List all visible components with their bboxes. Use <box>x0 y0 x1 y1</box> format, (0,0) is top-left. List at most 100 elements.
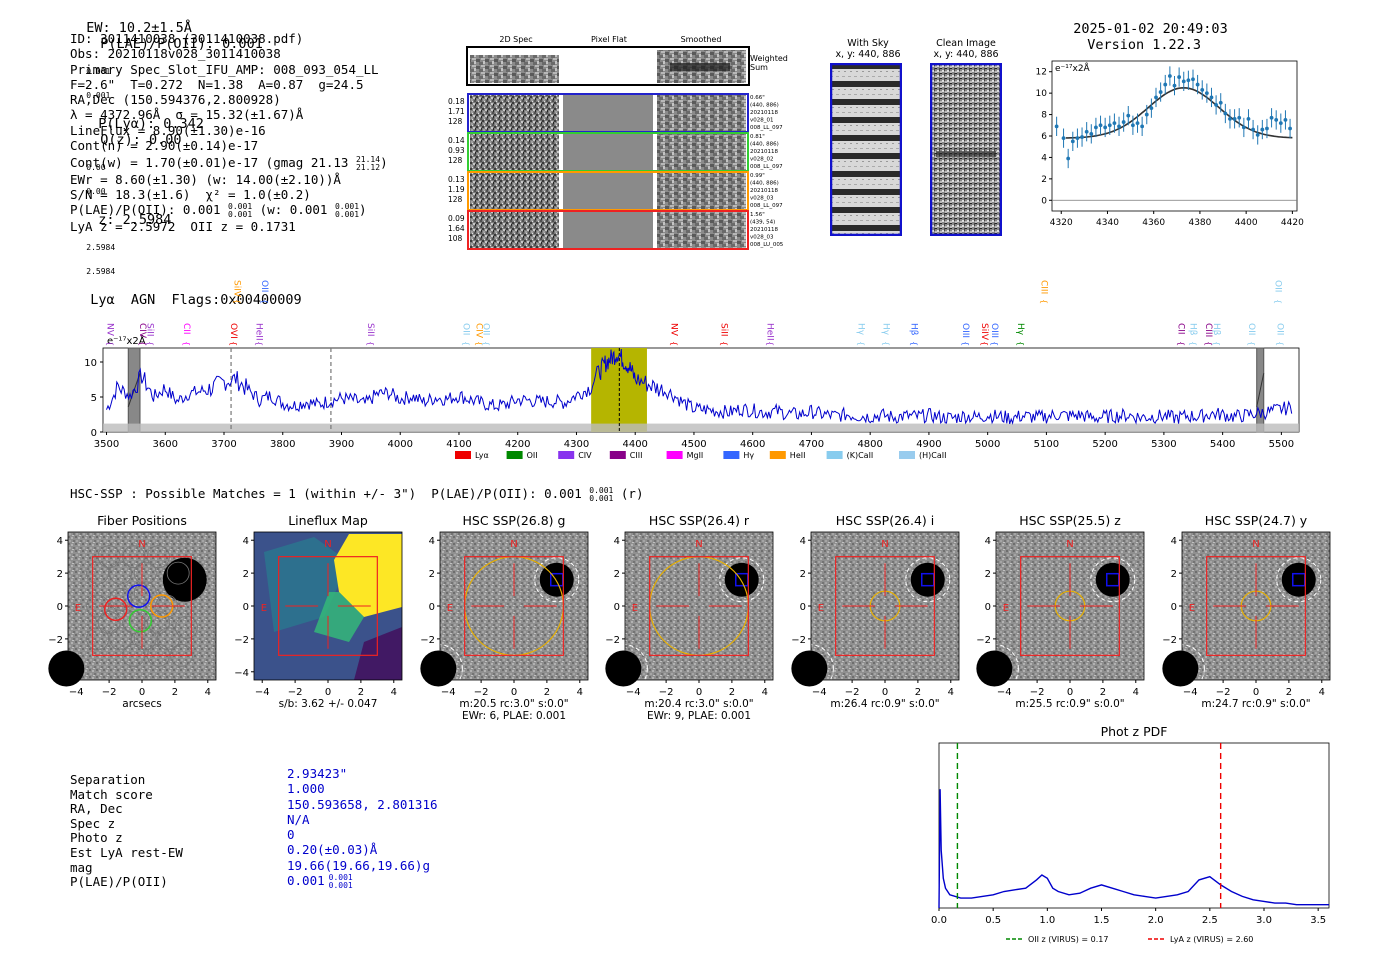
spec-xtick-label-17: 5200 <box>1092 439 1117 450</box>
match-label-5: Est LyA rest-EW <box>70 844 183 860</box>
spec-xtick-label-4: 3900 <box>329 439 354 450</box>
pdf-xtick-label-0: 0.0 <box>931 915 947 926</box>
spec-line-brace-21: { <box>1188 341 1197 346</box>
cutout-col-title-flat: Pixel Flat <box>591 35 627 44</box>
detection-info: ID: 3011410038 (3011410038.pdf) Obs: 202… <box>70 31 388 234</box>
stamp-2: HSC SSP(26.8) g N E −4 −4 −2 −2 0 0 2 2 4 4 m:20.5 rc… <box>413 513 589 722</box>
stamp-aperture-sw-6 <box>1155 643 1205 693</box>
stamp-caption2-3: EWr: 9, PLAE: 0.001 <box>647 710 751 722</box>
spec-line-brace-17: { <box>980 341 989 346</box>
with-sky-image <box>830 63 902 236</box>
spec-line-label-12: HeII <box>764 323 774 341</box>
spec-line-brace-23: { <box>1212 341 1221 346</box>
with-sky-title-block: With Sky x, y: 440, 886 <box>832 38 904 60</box>
stamp-6-xtick-label-0: −4 <box>1183 687 1198 698</box>
stamp-1-xtick-label-1: −2 <box>288 687 303 698</box>
spec-xtick-label-1: 3600 <box>153 439 178 450</box>
match-plae-sub: 0.001 <box>328 880 353 890</box>
stamp-0-xtick-label-3: 2 <box>172 687 178 698</box>
cutout-row-2-right-1: (440, 886) <box>750 181 779 187</box>
stamp-1-xtick-label-2: 0 <box>325 687 331 698</box>
spec-line-brace-6: { <box>366 341 375 346</box>
info-lambda: λ = 4372.96Å σ = 15.32(±1.67)Å <box>70 107 304 123</box>
header-qz-sub: 0.00 <box>86 187 106 196</box>
spec-legend-swatch-8 <box>899 451 915 459</box>
spec-line-brace-12: { <box>765 341 774 346</box>
spec-line-label-20: CII <box>1176 323 1186 335</box>
spec-xtick-label-8: 4300 <box>564 439 589 450</box>
info-params: F=2.6" T=0.272 N=1.38 A=0.87 g=24.5 <box>70 76 364 92</box>
stamp-5-ytick-label-2: 0 <box>985 602 991 613</box>
stamp-3-ytick-label-4: 4 <box>614 536 620 547</box>
fit-point-50 <box>1288 126 1292 131</box>
pdf-title: Phot z PDF <box>1101 724 1168 739</box>
fit-point-7 <box>1089 131 1094 136</box>
spec-masked-hatch-1 <box>1256 373 1265 407</box>
fit-point-49 <box>1283 118 1288 122</box>
match-plae-frac: 0.001 0.001 <box>328 873 353 890</box>
stamp-aperture-sw-4 <box>784 643 834 693</box>
spec-line-label-22: CIII <box>1203 323 1213 337</box>
spec-line-label-1: CIV <box>137 323 147 339</box>
photz-pdf-chart: Phot z PDF 0.0 0.5 1.0 1.5 2.0 2.5 3.0 3.5 OII z … <box>931 724 1330 944</box>
pdf-xtick-label-7: 3.5 <box>1310 915 1326 926</box>
spec-line-brace-4: { <box>229 341 238 346</box>
spec-line-label-24: OII <box>1246 323 1256 335</box>
fit-point-48 <box>1278 121 1283 126</box>
fit-point-6 <box>1084 129 1089 134</box>
fit-point-37 <box>1228 116 1232 121</box>
stamp-4: HSC SSP(26.4) i N E −4 −4 −2 −2 0 0 2 2 4 4 m:26.4 rc… <box>784 513 960 710</box>
spec-legend-swatch-3 <box>609 451 626 459</box>
fit-point-36 <box>1223 111 1228 116</box>
spec-line-brace-10: { <box>670 341 679 346</box>
stamp-caption-5: m:25.5 rc:0.9" s:0.0" <box>1015 698 1124 710</box>
stamp-1: Lineflux Map N E −4 −4 −2 −2 0 0 2 2 4 4 s/b: 3.62 +/… <box>234 513 403 710</box>
fit-xtick-label-1: 4340 <box>1096 218 1119 228</box>
stamp-1-ytick-label-4: 4 <box>243 536 249 547</box>
stamp-north-5: N <box>1066 539 1073 550</box>
header-plya: P(Lyα): 0.342 <box>98 116 204 132</box>
spec-line-label-19: Hγ <box>1015 323 1025 336</box>
cutout-row-3-right-3: v028_03 <box>750 235 774 241</box>
fit-point-43 <box>1255 133 1260 137</box>
spec-legend-label-1: OII <box>527 451 538 460</box>
stamp-3-ytick-label-3: 2 <box>614 569 620 580</box>
fit-point-21 <box>1154 95 1158 100</box>
stamp-0-xtick-label-4: 4 <box>205 687 211 698</box>
lineflux-map-blob-green <box>314 592 364 642</box>
stamp-title-5: HSC SSP(25.5) z <box>1019 513 1121 528</box>
spec-line-label-18: OIII <box>989 323 999 338</box>
fit-point-28 <box>1186 78 1191 83</box>
stamp-north-6: N <box>1252 539 1259 550</box>
info-lineflux: LineFlux = 8.90(±1.30)e-16 <box>70 122 266 138</box>
line-fit-chart: 4320 4340 4360 4380 4400 4420 0 2 4 6 8 10 12 e⁻¹⁷x2Å <box>1036 60 1304 228</box>
stamp-east-1: E <box>261 603 267 614</box>
spec-line-brace-19: { <box>1016 341 1025 346</box>
stamp-6-xtick-label-3: 2 <box>1286 687 1292 698</box>
cutout-row-1-right-1: (440, 886) <box>750 142 779 148</box>
fit-point-45 <box>1265 126 1269 131</box>
spec-line-label-6: SiII <box>365 323 375 337</box>
pdf-xtick-label-6: 3.0 <box>1256 915 1272 926</box>
match-label-1: Match score <box>70 786 153 802</box>
with-sky-title: With Sky <box>847 38 889 49</box>
spec-line-label-13: Hγ <box>855 323 865 336</box>
info-plae: P(LAE)/P(OII): 0.001 <box>70 202 221 218</box>
stamp-bright-source-ne-5 <box>1095 562 1130 597</box>
stamp-red-box-0 <box>92 556 192 656</box>
stamp-red-box-4 <box>835 556 935 656</box>
spec-line-brace-1: { <box>138 341 147 346</box>
info-contw: Cont(w) = 1.70(±0.01)e-17 (gmag 21.13 <box>70 155 349 171</box>
stamp-bright-source-ne-6 <box>1281 562 1316 597</box>
header-plae-sub: 0.001 <box>86 91 111 100</box>
stamp-1-ytick-label-3: 2 <box>243 569 249 580</box>
fit-point-47 <box>1274 118 1279 122</box>
fit-point-26 <box>1177 75 1182 79</box>
spec-line-brace-3: { <box>182 341 191 346</box>
stamp-4-ytick-label-1: −2 <box>791 635 806 646</box>
stamp-2-xtick-label-2: 0 <box>511 687 517 698</box>
info-radec: RA,Dec (150.594376,2.800928) <box>70 92 281 108</box>
stamp-image-4 <box>811 532 959 680</box>
stamp-5-xtick-label-2: 0 <box>1067 687 1073 698</box>
cutout-row-1-right-4: 008_LL_097 <box>750 164 783 170</box>
